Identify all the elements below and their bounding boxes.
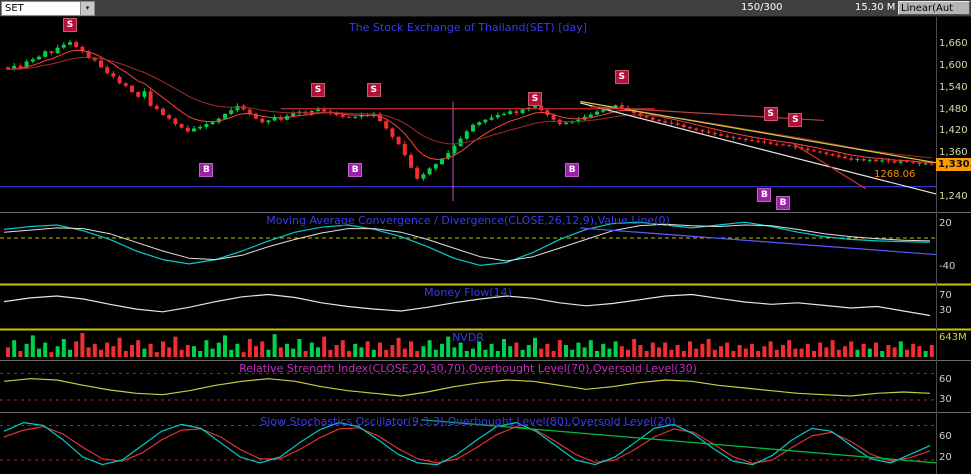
sell-signal-marker: S xyxy=(366,82,381,97)
last-price-badge: 1,330. xyxy=(936,158,971,171)
rsi-tick: 60 xyxy=(939,374,952,385)
buy-signal-marker: B xyxy=(348,162,363,177)
scale-mode-button[interactable]: Linear(Aut xyxy=(898,1,970,15)
buy-signal-marker: B xyxy=(776,196,790,211)
price-tick: 1,240 xyxy=(939,191,968,202)
buy-signal-marker: B xyxy=(757,188,772,203)
value-line-label: 1268.06 xyxy=(874,169,916,180)
symbol-value: SET xyxy=(5,3,24,14)
sell-signal-marker: S xyxy=(614,69,629,84)
mf-tick: 30 xyxy=(939,305,952,316)
toolbar: SET ▾ 150/300 15.30 M Linear(Aut xyxy=(0,0,971,17)
price-tick: 1,540 xyxy=(939,82,968,93)
buy-signal-marker: B xyxy=(565,162,580,177)
chevron-down-icon[interactable]: ▾ xyxy=(80,2,94,15)
sell-signal-marker: S xyxy=(311,82,325,97)
price-tick: 1,420 xyxy=(939,125,968,136)
price-tick: 1,600 xyxy=(939,60,968,71)
price-tick: 1,480 xyxy=(939,104,968,115)
mf-tick: 70 xyxy=(939,290,952,301)
macd-tick: -40 xyxy=(939,261,956,272)
sell-signal-marker: S xyxy=(528,92,542,107)
volume-readout: 15.30 M xyxy=(855,2,896,13)
buy-signal-marker: B xyxy=(199,162,214,177)
nvdr-tick: 643M xyxy=(939,332,967,343)
sell-signal-marker: S xyxy=(788,112,803,127)
price-tick: 1,360 xyxy=(939,147,968,158)
macd-tick: 20 xyxy=(939,218,952,229)
stoch-tick: 60 xyxy=(939,431,952,442)
stoch-tick: 20 xyxy=(939,452,952,463)
bar-count-readout: 150/300 xyxy=(741,2,783,13)
price-tick: 1,660 xyxy=(939,38,968,49)
rsi-tick: 30 xyxy=(939,394,952,405)
symbol-select[interactable]: SET ▾ xyxy=(1,1,95,16)
sell-signal-marker: S xyxy=(763,106,778,121)
sell-signal-marker: S xyxy=(63,18,77,33)
